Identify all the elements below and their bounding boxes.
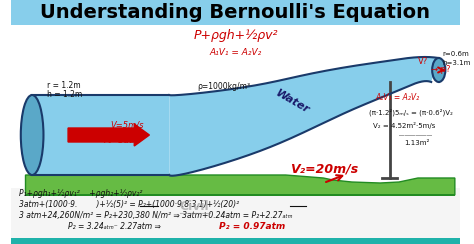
Text: P+ρgh+½ρv²: P+ρgh+½ρv² (193, 30, 278, 42)
Polygon shape (26, 175, 455, 195)
FancyArrow shape (68, 124, 149, 146)
Bar (11, 238, 460, 244)
Text: ――――――: ―――――― (399, 133, 432, 138)
Text: 1.13m²: 1.13m² (404, 140, 429, 146)
Text: A₁V₁ = A₂V₂: A₁V₁ = A₂V₂ (210, 48, 262, 57)
Polygon shape (169, 57, 439, 176)
Bar (11, 0, 460, 25)
Text: → p?: → p? (431, 65, 451, 74)
Text: Civil: Civil (180, 200, 210, 213)
Ellipse shape (432, 58, 446, 82)
Text: V?: V? (418, 57, 428, 66)
Ellipse shape (21, 95, 44, 175)
Text: P₁=3atm: P₁=3atm (104, 136, 141, 145)
Text: ρ=1000kg/m³: ρ=1000kg/m³ (198, 82, 251, 91)
Text: Understanding Bernoulli's Equation: Understanding Bernoulli's Equation (40, 3, 430, 22)
Text: 3atm+(1000·9.        )+½(5)² = P₂+(1000·9.8·3.1)+½(20)²: 3atm+(1000·9. )+½(5)² = P₂+(1000·9.8·3.1… (19, 200, 239, 209)
Text: P₂ = 0.97atm: P₂ = 0.97atm (219, 222, 286, 231)
Text: V₂=20m/s: V₂=20m/s (290, 162, 358, 175)
Text: r=0.6m: r=0.6m (443, 51, 469, 57)
Bar (11, 188, 460, 238)
Bar (32, 95, 169, 175)
Text: r = 1.2m: r = 1.2m (47, 81, 81, 90)
Text: P₁+ρgh₁+½ρv₁²    +ρgh₂+½ρv₂²: P₁+ρgh₁+½ρv₁² +ρgh₂+½ρv₂² (19, 189, 142, 198)
Text: A₁V₁ = A₂V₂: A₁V₁ = A₂V₂ (375, 93, 419, 102)
Text: h=3.1m: h=3.1m (443, 60, 471, 66)
Text: 3 atm+24,260N/m² = P₂+230,380 N/m² ⇒ 3atm+0.24atm = P₂+2.27ₐₜₘ: 3 atm+24,260N/m² = P₂+230,380 N/m² ⇒ 3at… (19, 211, 292, 220)
Text: P₂ = 3.24ₐₜₘ⁻ 2.27atm ⇒: P₂ = 3.24ₐₜₘ⁻ 2.27atm ⇒ (68, 222, 161, 231)
Text: Water: Water (274, 88, 311, 115)
Text: V=5m/s: V=5m/s (110, 121, 144, 130)
Text: h = 1.2m: h = 1.2m (47, 90, 82, 99)
Text: V₂ = 4.52m²·5m/s: V₂ = 4.52m²·5m/s (373, 122, 435, 129)
Text: (π·1.2²)5ₘ/ₛ = (π·0.6²)V₂: (π·1.2²)5ₘ/ₛ = (π·0.6²)V₂ (369, 109, 453, 116)
